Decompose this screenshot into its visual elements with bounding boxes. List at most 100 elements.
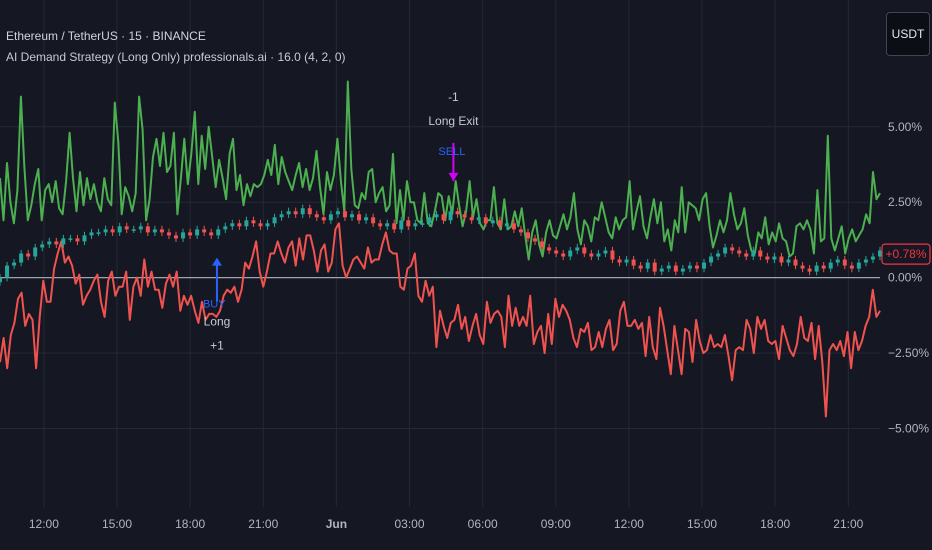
candle-body [392, 223, 397, 230]
lower-band-layer [0, 222, 881, 418]
candle-body [420, 223, 425, 225]
candle-body [159, 229, 164, 233]
candle-body [441, 214, 446, 221]
candle-body [89, 232, 94, 236]
candle-body [849, 265, 854, 269]
candle-body [835, 259, 840, 263]
candle-body [5, 265, 10, 278]
candle-body [779, 256, 784, 263]
x-tick-label[interactable]: 09:00 [541, 517, 571, 531]
candle-body [504, 223, 509, 227]
x-tick-label[interactable]: Jun [326, 517, 347, 531]
candle-body [110, 229, 115, 233]
candle-body [863, 259, 868, 263]
candle-body [709, 256, 714, 263]
x-tick-label[interactable]: 15:00 [687, 517, 717, 531]
candle-body [680, 268, 685, 272]
y-tick-label[interactable]: 5.00% [888, 120, 922, 134]
candle-body [568, 250, 573, 257]
candle-body [751, 250, 756, 257]
candle-body [117, 226, 122, 233]
candle-body [54, 241, 59, 245]
candle-body [730, 247, 735, 251]
candle-body [307, 208, 312, 215]
x-tick-label[interactable]: 12:00 [614, 517, 644, 531]
candle-body [293, 211, 298, 215]
candle-body [321, 217, 326, 221]
candle-body [145, 226, 150, 233]
candle-body [265, 223, 270, 227]
candle-body [561, 253, 566, 257]
x-tick-label[interactable]: 18:00 [175, 517, 205, 531]
current-value-tag[interactable] [881, 243, 931, 265]
y-axis[interactable]: 5.00% 2.50% 0.00% −2.50% −5.00% +0.78% [881, 120, 931, 436]
candle-body [476, 217, 481, 221]
candle-body [68, 238, 73, 240]
candle-body [26, 253, 31, 257]
candle-body [138, 226, 143, 230]
candle-body [258, 223, 263, 227]
candle-body [251, 220, 256, 224]
candle-body [582, 247, 587, 254]
y-tick-label[interactable]: −5.00% [888, 422, 929, 436]
sell-label: SELL [438, 146, 465, 158]
candle-body [547, 247, 552, 251]
indicator-title[interactable]: AI Demand Strategy (Long Only) professio… [6, 50, 346, 64]
candle-body [589, 253, 594, 257]
y-tick-label[interactable]: −2.50% [888, 346, 929, 360]
candle-body [462, 214, 467, 218]
candle-body [821, 265, 826, 269]
x-tick-label[interactable]: 12:00 [29, 517, 59, 531]
candle-body [314, 214, 319, 218]
candle-body [659, 268, 664, 272]
candle-body [279, 214, 284, 218]
candle-body [181, 232, 186, 239]
candle-body [617, 259, 622, 263]
candle-body [878, 250, 882, 257]
upper-band-line [0, 80, 881, 261]
candle-body [842, 259, 847, 266]
candle-body [47, 241, 52, 245]
y-tick-label[interactable]: 0.00% [888, 271, 922, 285]
candle-body [870, 256, 875, 260]
symbol-title[interactable]: Ethereum / TetherUS · 15 · BINANCE [6, 29, 206, 43]
candle-body [96, 232, 101, 234]
candle-body [209, 232, 214, 236]
candle-body [152, 229, 157, 233]
current-value-label[interactable]: +0.78% [885, 247, 926, 261]
candle-body [342, 211, 347, 218]
candle-body [230, 223, 235, 227]
x-tick-label[interactable]: 21:00 [833, 517, 863, 531]
candle-body [357, 214, 362, 221]
y-tick-label[interactable]: 2.50% [888, 195, 922, 209]
candle-body [624, 259, 629, 263]
candle-body [427, 217, 432, 224]
candle-body [335, 211, 340, 215]
candle-body [328, 214, 333, 221]
candle-body [518, 229, 523, 233]
candle-body [455, 211, 460, 215]
currency-button[interactable]: USDT [886, 12, 930, 56]
candle-body [12, 262, 17, 266]
candle-body [33, 247, 38, 257]
x-tick-label[interactable]: 21:00 [248, 517, 278, 531]
x-axis[interactable]: 12:00 15:00 18:00 21:00 Jun 03:00 06:00 09:00 12… [29, 517, 864, 531]
candle-body [40, 244, 45, 248]
candle-body [166, 232, 171, 236]
candle-body [631, 259, 636, 266]
x-tick-label[interactable]: 06:00 [468, 517, 498, 531]
x-tick-label[interactable]: 18:00 [760, 517, 790, 531]
candle-body [526, 232, 530, 239]
candle-body [800, 265, 805, 269]
buy-text-top: Long [204, 315, 231, 329]
candle-body [702, 262, 706, 269]
candle-body [511, 223, 516, 230]
x-tick-label[interactable]: 15:00 [102, 517, 132, 531]
sell-text-bottom: Long Exit [428, 114, 479, 128]
x-tick-label[interactable]: 03:00 [395, 517, 425, 531]
candle-body [793, 259, 798, 266]
candle-body [828, 262, 833, 269]
candle-body [716, 253, 721, 257]
candle-body [737, 250, 742, 254]
